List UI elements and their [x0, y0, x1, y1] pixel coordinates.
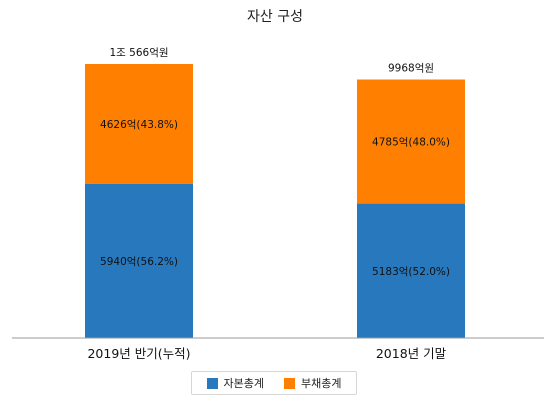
legend-label-equity: 자본총계: [223, 377, 264, 390]
bar-total-label: 1조 566억원: [109, 47, 168, 59]
bar-segment[interactable]: [357, 203, 465, 338]
bar-segment[interactable]: [357, 79, 465, 204]
bars-group: 5940억(56.2%) 4626억(43.8%) 1조 566억원 5183억(52…: [85, 47, 465, 338]
legend-label-liabilities: 부채총계: [301, 377, 342, 390]
bar-value-label: 4785억(48.0%): [372, 137, 450, 149]
legend-item-liabilities[interactable]: 부채총계: [284, 375, 341, 391]
legend-swatch-equity: [206, 377, 218, 389]
legend-item-equity[interactable]: 자본총계: [206, 375, 264, 391]
bar-value-label: 5940억(56.2%): [100, 256, 178, 268]
bar-value-label: 5183억(52.0%): [372, 266, 450, 278]
x-tick-label: 2018년 기말: [376, 346, 447, 361]
legend: 자본총계 부채총계: [191, 371, 357, 395]
bar-segment[interactable]: [85, 183, 193, 338]
bar-total-label: 9968억원: [388, 63, 434, 75]
bar-value-label: 4626억(43.8%): [100, 119, 178, 131]
bar-segment[interactable]: [85, 64, 193, 184]
legend-swatch-liabilities: [284, 377, 295, 389]
chart-title: 자산 구성: [247, 9, 303, 25]
x-tick-label: 2019년 반기(누적): [87, 346, 190, 361]
